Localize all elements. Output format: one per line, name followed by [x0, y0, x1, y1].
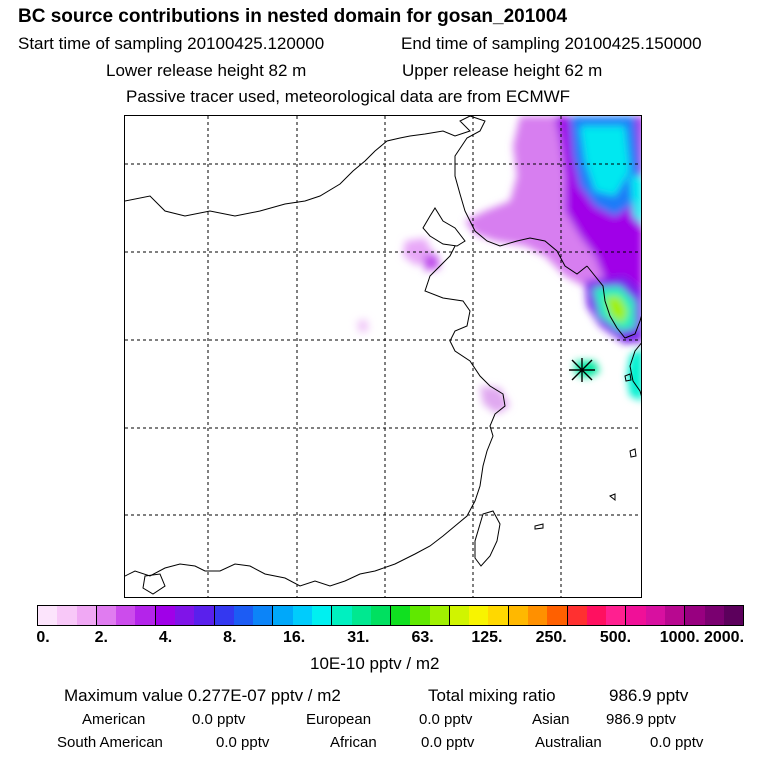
colorbar-segment	[95, 606, 117, 625]
region-name: African	[330, 734, 377, 751]
colorbar-unit: 10E-10 pptv / m2	[310, 654, 440, 673]
colorbar-segment	[351, 606, 371, 625]
colorbar-segment	[194, 606, 214, 625]
max-value-label: Maximum value 0.277E-07 pptv / m2	[64, 686, 341, 705]
island-1	[624, 373, 632, 382]
colorbar-segment	[135, 606, 155, 625]
region-value: 0.0 pptv	[216, 734, 270, 751]
colorbar-segment	[38, 606, 58, 625]
colorbar-segment	[174, 606, 195, 625]
colorbar-tick-label: 8.	[223, 629, 237, 646]
colorbar-segment	[311, 606, 332, 625]
colorbar-segment	[429, 606, 449, 625]
plume-yangtze	[480, 386, 510, 414]
colorbar-segment	[272, 606, 293, 625]
colorbar-segment	[410, 606, 430, 625]
coastline-taiwan	[474, 510, 501, 567]
colorbar-tick-label: 125.	[471, 629, 503, 646]
coastline-mainland	[125, 116, 588, 587]
plume-cyan-east	[630, 176, 641, 224]
colorbar-segment	[370, 606, 391, 625]
colorbar-segment	[57, 606, 77, 625]
colorbar-segment	[645, 606, 665, 625]
colorbar-segment	[625, 606, 646, 625]
receptor-star-icon	[569, 358, 595, 382]
colorbar-segment	[566, 606, 587, 625]
colorbar-segment	[253, 606, 273, 625]
total-mixing-label: Total mixing ratio	[428, 686, 556, 705]
colorbar-segment	[116, 606, 136, 625]
colorbar-segment	[469, 606, 489, 625]
concentration-field	[357, 116, 641, 414]
map-canvas	[125, 116, 641, 597]
lower-release-label: Lower release height 82 m	[106, 61, 307, 80]
region-name: Asian	[532, 711, 570, 728]
total-mixing-value: 986.9 pptv	[609, 686, 689, 705]
region-name: Australian	[535, 734, 602, 751]
colorbar-tick-label: 31.	[347, 629, 370, 646]
island-2	[629, 448, 637, 458]
colorbar-tick-label: 500.	[599, 629, 632, 646]
colorbar-tick-label: 0.	[36, 629, 50, 646]
region-name: American	[82, 711, 146, 728]
colorbar-segment	[213, 606, 234, 625]
region-value: 986.9 pptv	[606, 711, 677, 728]
start-time-label: Start time of sampling 20100425.120000	[18, 34, 325, 53]
colorbar-segment	[684, 606, 705, 625]
colorbar-segment	[448, 606, 470, 625]
colorbar-tick-label: 4.	[158, 629, 173, 646]
colorbar-segment	[233, 606, 254, 625]
colorbar-segment	[488, 606, 508, 625]
colorbar-segment	[665, 606, 685, 625]
colorbar-segment	[723, 606, 744, 625]
coastlines	[125, 116, 641, 595]
region-name: European	[306, 711, 372, 728]
region-value: 0.0 pptv	[421, 734, 475, 751]
plume-korea-green	[605, 296, 628, 324]
colorbar-segment	[586, 606, 607, 625]
plume-spot-2	[423, 254, 440, 271]
colorbar-segment	[390, 606, 411, 625]
colorbar-tick-label: 16.	[282, 629, 306, 646]
colorbar-segment	[547, 606, 567, 625]
plot-title: BC source contributions in nested domain…	[18, 6, 568, 27]
end-time-label: End time of sampling 20100425.150000	[401, 34, 702, 53]
plume-cyan	[580, 126, 630, 196]
map-panel	[124, 115, 642, 598]
region-value: 0.0 pptv	[192, 711, 246, 728]
colorbar-segment	[154, 606, 175, 625]
coastline-japan	[629, 342, 641, 397]
colorbar-tick-label: 2000.	[703, 629, 745, 646]
island-3	[609, 493, 616, 502]
plume-japan	[627, 347, 641, 401]
region-value: 0.0 pptv	[419, 711, 473, 728]
colorbar-segment	[507, 606, 529, 625]
grid-lines	[125, 116, 641, 597]
region-value: 0.0 pptv	[650, 734, 704, 751]
colorbar-tick-label: 2.	[94, 629, 108, 646]
colorbar-segment	[606, 606, 626, 625]
plume-small-1	[357, 319, 369, 333]
colorbar-segment	[528, 606, 548, 625]
colorbar-segment	[292, 606, 312, 625]
coastline-korea	[586, 265, 641, 339]
colorbar-segment	[704, 606, 724, 625]
tracer-note: Passive tracer used, meteorological data…	[126, 87, 571, 106]
colorbar-segment	[76, 606, 96, 625]
colorbar-segment	[331, 606, 352, 625]
colorbar-tick-label: 63.	[411, 629, 434, 646]
colorbar-tick-label: 1000.	[659, 629, 700, 646]
colorbar-tick-label: 250.	[535, 629, 567, 646]
region-name: South American	[57, 734, 163, 751]
island-4	[534, 523, 544, 530]
upper-release-label: Upper release height 62 m	[402, 61, 603, 80]
coastline-hainan	[142, 573, 166, 595]
colorbar	[37, 605, 744, 626]
